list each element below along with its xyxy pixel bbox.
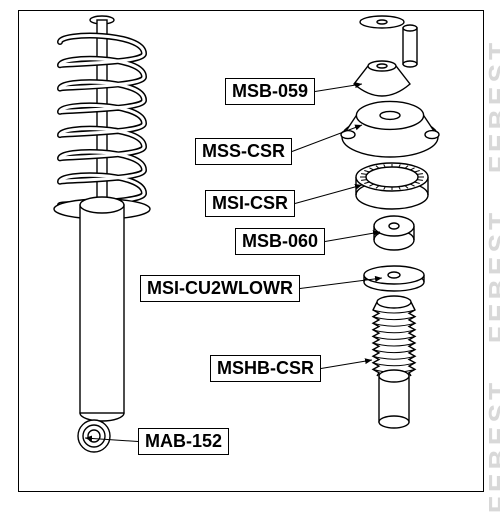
label-msi-csr: MSI-CSR [205, 190, 295, 217]
label-msi-cu2wlowr: MSI-CU2WLOWR [140, 275, 300, 302]
label-mss-csr: MSS-CSR [195, 138, 292, 165]
label-msb-060: MSB-060 [235, 228, 325, 255]
label-mshb-csr: MSHB-CSR [210, 355, 321, 382]
label-mab-152: MAB-152 [138, 428, 229, 455]
label-msb-059: MSB-059 [225, 78, 315, 105]
